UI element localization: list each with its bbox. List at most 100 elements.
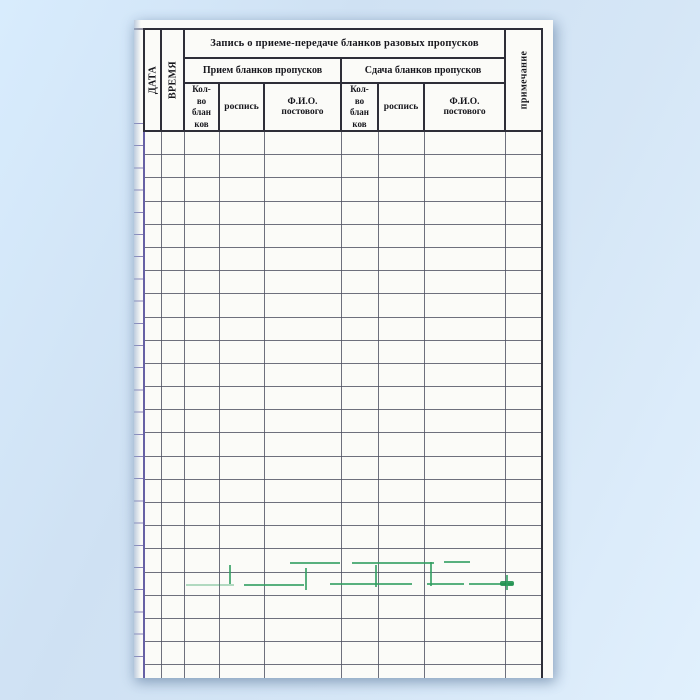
empty-cell (218, 525, 265, 550)
empty-cell (377, 664, 425, 678)
empty-cell (340, 501, 379, 527)
empty-cell (377, 223, 425, 248)
empty-cell (263, 641, 342, 666)
empty-cell (340, 525, 379, 550)
empty-cell (183, 223, 220, 248)
empty-cell (218, 130, 265, 156)
empty-cell (263, 617, 342, 643)
empty-cell (143, 246, 162, 272)
table-row (143, 594, 544, 619)
empty-cell (263, 246, 342, 272)
empty-cell (377, 641, 425, 666)
empty-cell (377, 617, 425, 643)
empty-cell (377, 525, 425, 550)
table-row (143, 571, 544, 596)
empty-cell (218, 386, 265, 411)
empty-cell (143, 200, 162, 225)
empty-cell (423, 362, 506, 388)
empty-cell (143, 455, 162, 480)
empty-cell (263, 386, 342, 411)
empty-cell (143, 339, 162, 364)
note-column-header: примечание (504, 28, 544, 132)
empty-cell (183, 270, 220, 295)
empty-cell (263, 571, 342, 596)
empty-cell (160, 548, 185, 573)
table-row (143, 525, 544, 550)
table-row (143, 177, 544, 202)
empty-cell (340, 177, 379, 202)
empty-cell (423, 478, 506, 504)
empty-cell (218, 501, 265, 527)
empty-cell (423, 316, 506, 341)
table-row (143, 339, 544, 364)
empty-cell (340, 316, 379, 341)
empty-cell (218, 594, 265, 619)
empty-cell (183, 525, 220, 550)
empty-cell (160, 386, 185, 411)
empty-cell (423, 432, 506, 457)
empty-cell (377, 130, 425, 156)
empty-cell (504, 339, 544, 364)
empty-cell (423, 223, 506, 248)
note-column-label: примечание (518, 50, 530, 110)
empty-cell (340, 246, 379, 272)
empty-cell (160, 617, 185, 643)
empty-cell (160, 501, 185, 527)
table-row (143, 246, 544, 272)
empty-cell (504, 154, 544, 179)
empty-cell (218, 409, 265, 434)
table-row (143, 130, 544, 156)
col-header-qty-receive: Кол- во блан ков (183, 82, 220, 132)
empty-cell (263, 432, 342, 457)
empty-cell (160, 641, 185, 666)
empty-cell (340, 130, 379, 156)
empty-cell (160, 339, 185, 364)
empty-cell (504, 594, 544, 619)
empty-cell (183, 386, 220, 411)
empty-cell (423, 246, 506, 272)
col-header-signature-return: роспись (377, 82, 425, 132)
empty-cell (423, 525, 506, 550)
table-row (143, 455, 544, 480)
empty-cell (183, 154, 220, 179)
empty-cell (377, 246, 425, 272)
empty-cell (143, 617, 162, 643)
empty-cell (183, 501, 220, 527)
empty-cell (377, 177, 425, 202)
empty-cell (183, 478, 220, 504)
empty-cell (504, 177, 544, 202)
table-title: Запись о приеме-передаче бланков разовых… (182, 28, 507, 59)
empty-cell (377, 478, 425, 504)
col-header-name-return: Ф.И.О. постового (422, 82, 507, 132)
empty-cell (263, 293, 342, 318)
empty-cell (263, 548, 342, 573)
empty-cell (504, 270, 544, 295)
empty-cell (340, 455, 379, 480)
empty-cell (183, 316, 220, 341)
empty-cell (377, 571, 425, 596)
empty-cell (423, 617, 506, 643)
empty-cell (423, 571, 506, 596)
empty-cell (504, 571, 544, 596)
table-row (143, 432, 544, 457)
empty-cell (263, 154, 342, 179)
empty-cell (160, 594, 185, 619)
time-column-header: ВРЕМЯ (160, 28, 185, 132)
empty-cell (143, 594, 162, 619)
pass-log-table: ДАТА ВРЕМЯ Запись о приеме-передаче блан… (143, 28, 544, 678)
empty-cell (183, 246, 220, 272)
empty-cell (218, 154, 265, 179)
empty-cell (183, 455, 220, 480)
empty-cell (377, 316, 425, 341)
empty-cell (423, 664, 506, 678)
group-header-return: Сдача бланков пропусков (339, 57, 507, 84)
empty-cell (423, 339, 506, 364)
empty-cell (340, 223, 379, 248)
empty-cell (377, 386, 425, 411)
empty-cell (504, 409, 544, 434)
empty-cell (377, 154, 425, 179)
empty-cell (423, 386, 506, 411)
empty-cell (218, 177, 265, 202)
empty-cell (218, 664, 265, 678)
empty-cell (143, 571, 162, 596)
